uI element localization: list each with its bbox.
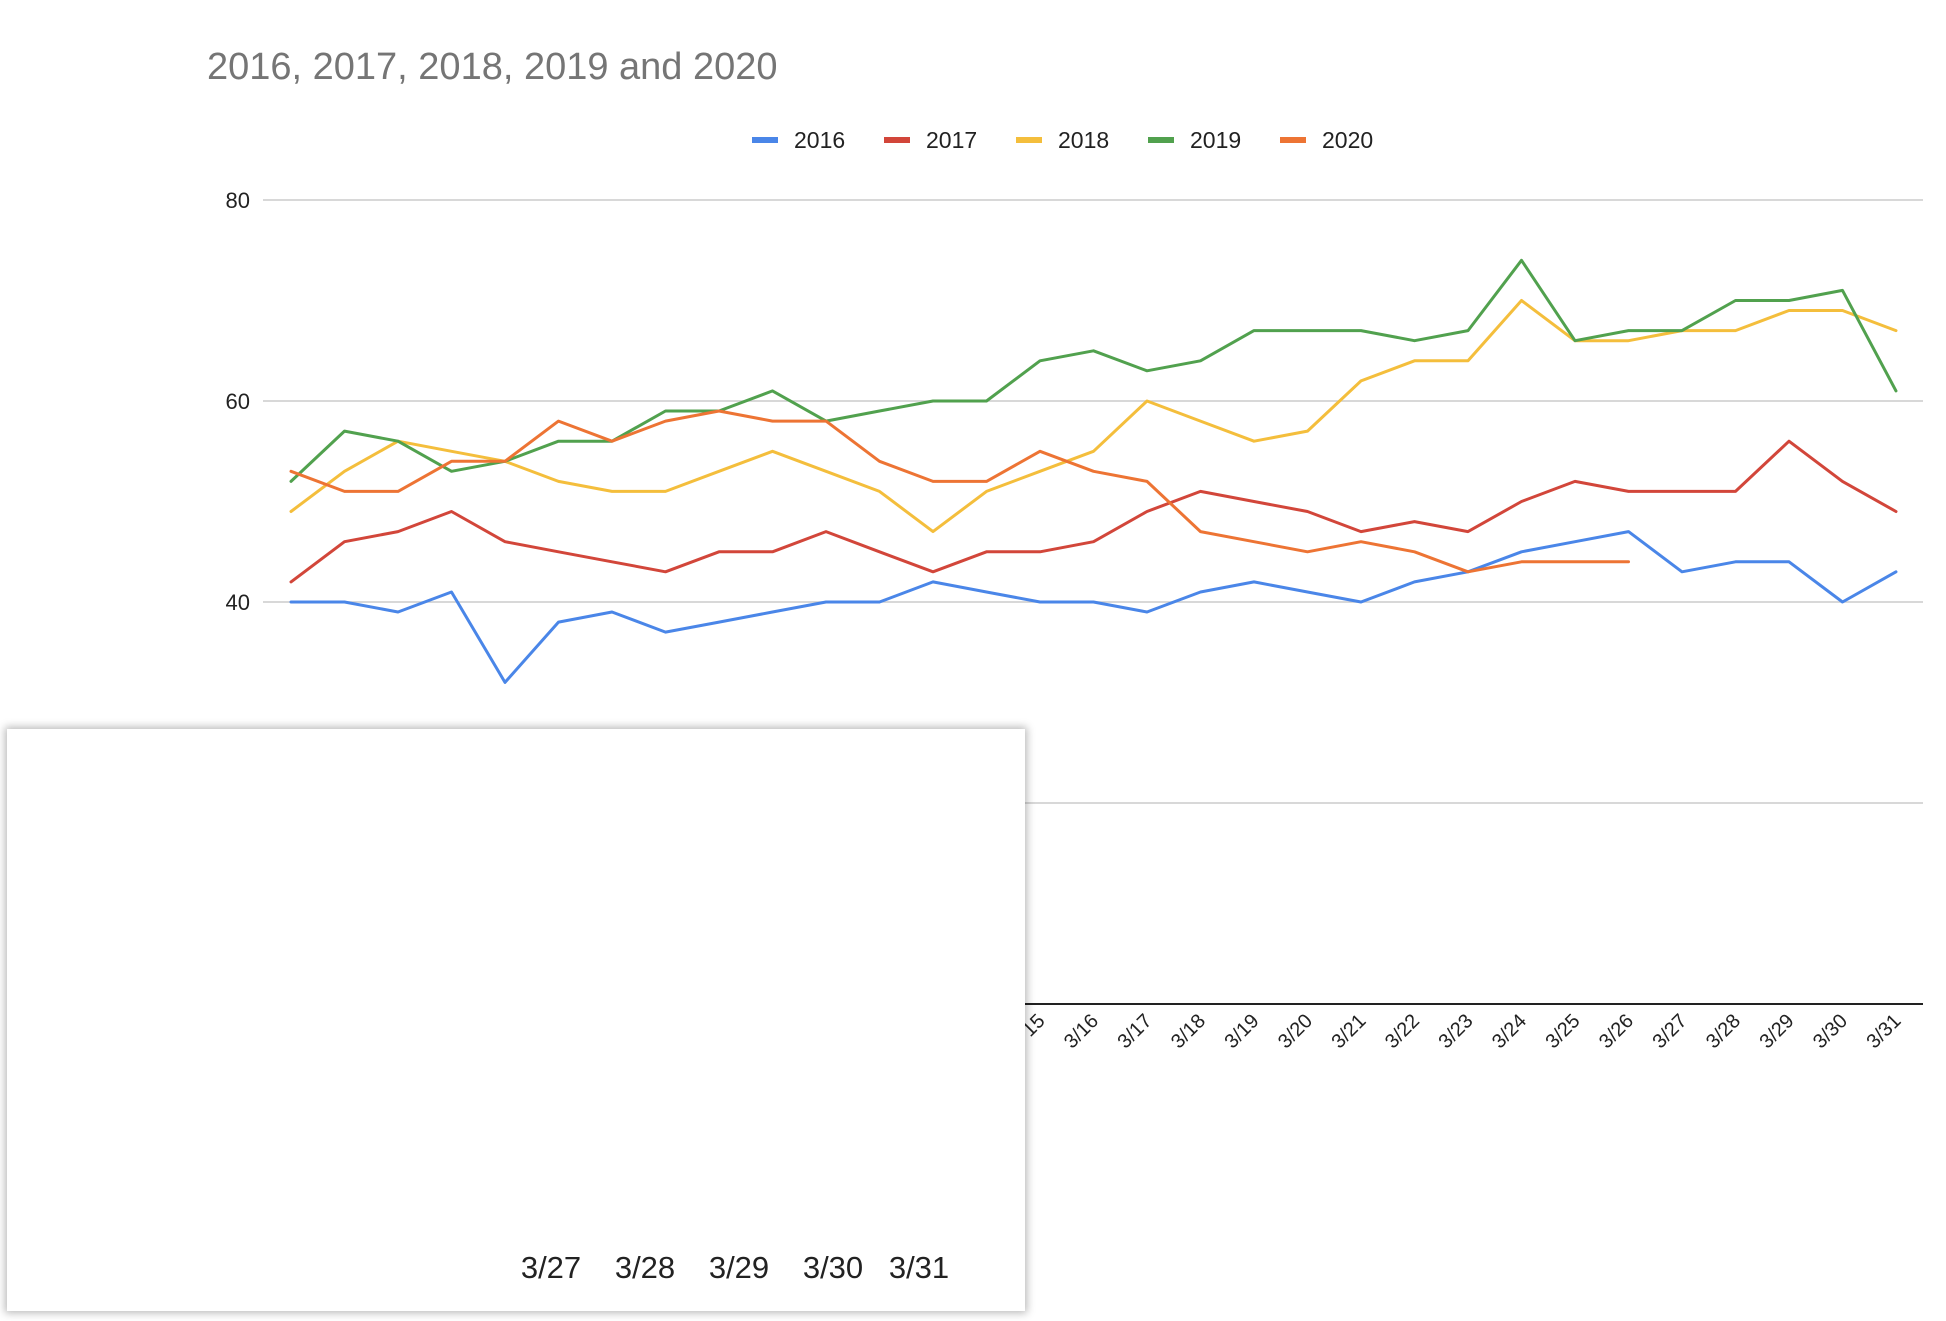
x-tick-label: 3/21 bbox=[1327, 1010, 1370, 1053]
zoom-inset: 3/27 3/28 3/29 3/30 3/31 bbox=[7, 729, 1025, 1311]
inset-x-tick-label: 3/31 bbox=[889, 1250, 949, 1285]
legend-label-2019: 2019 bbox=[1190, 127, 1241, 153]
series-line-2017 bbox=[289, 439, 1898, 584]
y-axis-ticks: 80 60 40 bbox=[226, 188, 250, 615]
series-lines bbox=[289, 258, 1898, 684]
x-tick-label: 3/22 bbox=[1381, 1010, 1424, 1053]
y-tick-label: 60 bbox=[226, 389, 250, 414]
x-tick-label: 3/16 bbox=[1060, 1010, 1103, 1053]
x-tick-label: 3/25 bbox=[1541, 1010, 1584, 1053]
zoom-inset-chart: 3/27 3/28 3/29 3/30 3/31 bbox=[521, 1250, 949, 1285]
inset-x-tick-label: 3/30 bbox=[803, 1250, 863, 1285]
series-line-2016 bbox=[289, 530, 1898, 684]
x-tick-label: 3/30 bbox=[1809, 1010, 1852, 1053]
chart-title: 2016, 2017, 2018, 2019 and 2020 bbox=[207, 46, 778, 88]
legend: 2016 2017 2018 2019 2020 bbox=[752, 127, 1373, 153]
x-axis-ticks: 15 3/16 3/17 3/18 3/19 3/20 3/21 3/22 3/23 3/24 3/… bbox=[1018, 1010, 1905, 1053]
x-tick-label: 3/26 bbox=[1595, 1010, 1638, 1053]
inset-x-tick-label: 3/28 bbox=[615, 1250, 675, 1285]
x-tick-label: 3/23 bbox=[1434, 1010, 1477, 1053]
x-tick-label: 3/28 bbox=[1702, 1010, 1745, 1053]
x-tick-label: 3/24 bbox=[1488, 1010, 1531, 1053]
x-tick-label: 3/17 bbox=[1113, 1010, 1156, 1053]
series-line-2019 bbox=[289, 258, 1898, 483]
x-tick-label: 3/31 bbox=[1862, 1010, 1905, 1053]
y-tick-label: 80 bbox=[226, 188, 250, 213]
x-tick-label: 3/27 bbox=[1648, 1010, 1691, 1053]
legend-label-2018: 2018 bbox=[1058, 127, 1109, 153]
inset-x-tick-label: 3/27 bbox=[521, 1250, 581, 1285]
legend-label-2016: 2016 bbox=[794, 127, 845, 153]
legend-label-2020: 2020 bbox=[1322, 127, 1373, 153]
y-tick-label: 40 bbox=[226, 590, 250, 615]
x-tick-label: 3/29 bbox=[1755, 1010, 1798, 1053]
x-tick-label: 3/20 bbox=[1274, 1010, 1317, 1053]
series-line-2018 bbox=[289, 299, 1898, 534]
inset-x-tick-label: 3/29 bbox=[709, 1250, 769, 1285]
x-tick-label: 3/18 bbox=[1167, 1010, 1210, 1053]
series-line-2020 bbox=[289, 409, 1630, 574]
x-tick-label: 3/19 bbox=[1220, 1010, 1263, 1053]
legend-label-2017: 2017 bbox=[926, 127, 977, 153]
inset-x-axis-ticks: 3/27 3/28 3/29 3/30 3/31 bbox=[521, 1250, 949, 1285]
